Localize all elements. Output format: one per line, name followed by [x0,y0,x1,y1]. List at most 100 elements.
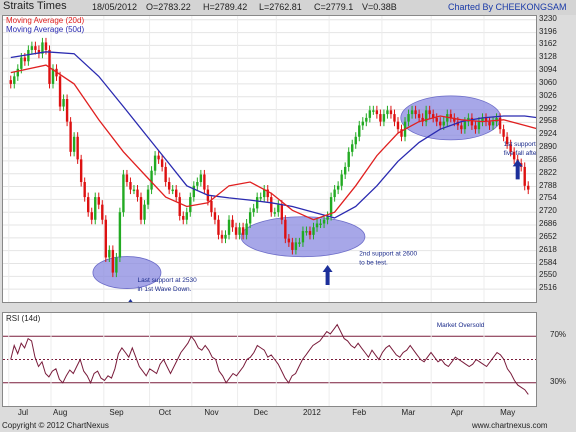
candle-body [491,121,495,126]
candle-body [192,185,196,198]
price-y-tick: 3230 [539,13,557,23]
candle-body [241,227,245,235]
candle-body [178,197,181,216]
candle-body [255,197,259,209]
price-y-tick: 2856 [539,154,557,164]
quote-high: H=2789.42 [203,2,248,12]
candle-body [481,117,484,122]
candle-body [424,110,428,122]
candle-body [122,174,125,213]
copyright-text: Copyright © 2012 ChartNexus [2,421,109,430]
candle-body [431,114,435,118]
rsi-y-tick: 70% [550,330,567,340]
candle-body [354,136,357,145]
candle-body [484,117,488,122]
candle-body [238,227,241,235]
candle-body [27,49,30,62]
up-arrow-icon [512,159,523,180]
candle-body [389,110,393,115]
candle-body [379,114,382,122]
candle-body [164,166,167,183]
candle-body [76,136,79,160]
candle-body [396,121,400,130]
candle-body [37,49,41,54]
quote-open: O=2783.22 [146,2,191,12]
annotation-text: 1st support at 2906 [504,141,536,148]
candle-body [498,117,502,130]
candle-body [382,114,386,122]
price-chart: 1st support at 2906 five fall after that.… [3,16,560,319]
candle-body [291,242,294,250]
candle-body [308,231,312,235]
candle-body [153,155,157,171]
price-y-tick: 2788 [539,180,557,190]
candle-body [23,57,27,62]
price-y-tick: 2958 [539,116,557,126]
x-tick-label: Apr [450,408,464,417]
candle-body [118,212,122,258]
candle-body [97,197,100,205]
price-y-tick: 2686 [539,219,557,229]
x-tick-label: Mar [401,408,416,417]
price-panel: 1st support at 2906 five fall after that.… [2,15,560,319]
candle-body [111,249,115,273]
candle-body [270,197,273,213]
candle-body [365,117,368,122]
candle-body [266,189,269,198]
candle-body [72,136,76,152]
candle-body [477,121,481,130]
candle-body [79,159,83,183]
candle-body [298,242,301,244]
annotation-text: Last support at 2530 [137,277,197,284]
candle-body [146,189,150,205]
chart-credit: Charted By CHEEKONGSAM [448,2,567,12]
price-y-tick: 2924 [539,129,557,139]
candle-body [407,114,410,122]
candle-body [125,174,129,183]
up-arrow-icon [125,298,136,319]
candle-body [62,99,65,107]
candle-body [284,219,287,239]
candle-body [287,238,291,243]
candle-body [375,110,379,115]
x-tick-label: Aug [53,408,68,417]
candle-body [343,166,347,175]
ma50-line [10,51,554,219]
chart-title: Straits Times [3,0,67,12]
candle-body [502,129,505,137]
candle-body [245,223,248,235]
candle-body [150,170,153,190]
up-arrow-icon [322,265,333,286]
candle-body [129,182,132,190]
candle-body [417,114,421,118]
website-link[interactable]: www.chartnexus.com [472,421,548,430]
annotation-text: to be test. [359,259,388,266]
candle-body [305,231,308,233]
price-y-tick: 2754 [539,193,557,203]
price-y-tick: 2516 [539,283,557,293]
rsi-chart: Market Oversold [3,313,536,406]
annotation-text: in 1st Wave Down. [137,286,191,293]
candle-body [259,197,262,199]
ma20-line [10,64,554,221]
price-y-tick: 2550 [539,270,557,280]
candle-body [94,197,97,220]
candle-body [44,42,48,50]
candle-body [210,200,213,213]
candle-body [372,110,375,112]
rsi-title: RSI (14d) [6,314,41,323]
candle-body [428,110,431,115]
candle-body [463,121,467,130]
annotation-text: five fall after that. [504,150,536,157]
quote-volume: V=0.38B [362,2,397,12]
candle-body [139,197,143,220]
candle-body [185,212,188,220]
candle-body [294,242,298,250]
candle-body [442,121,445,126]
candle-body [333,189,336,198]
x-tick-label: Oct [158,408,172,417]
candle-body [115,257,118,273]
candle-body [315,223,319,228]
candle-body [263,189,266,198]
candle-body [505,136,509,145]
